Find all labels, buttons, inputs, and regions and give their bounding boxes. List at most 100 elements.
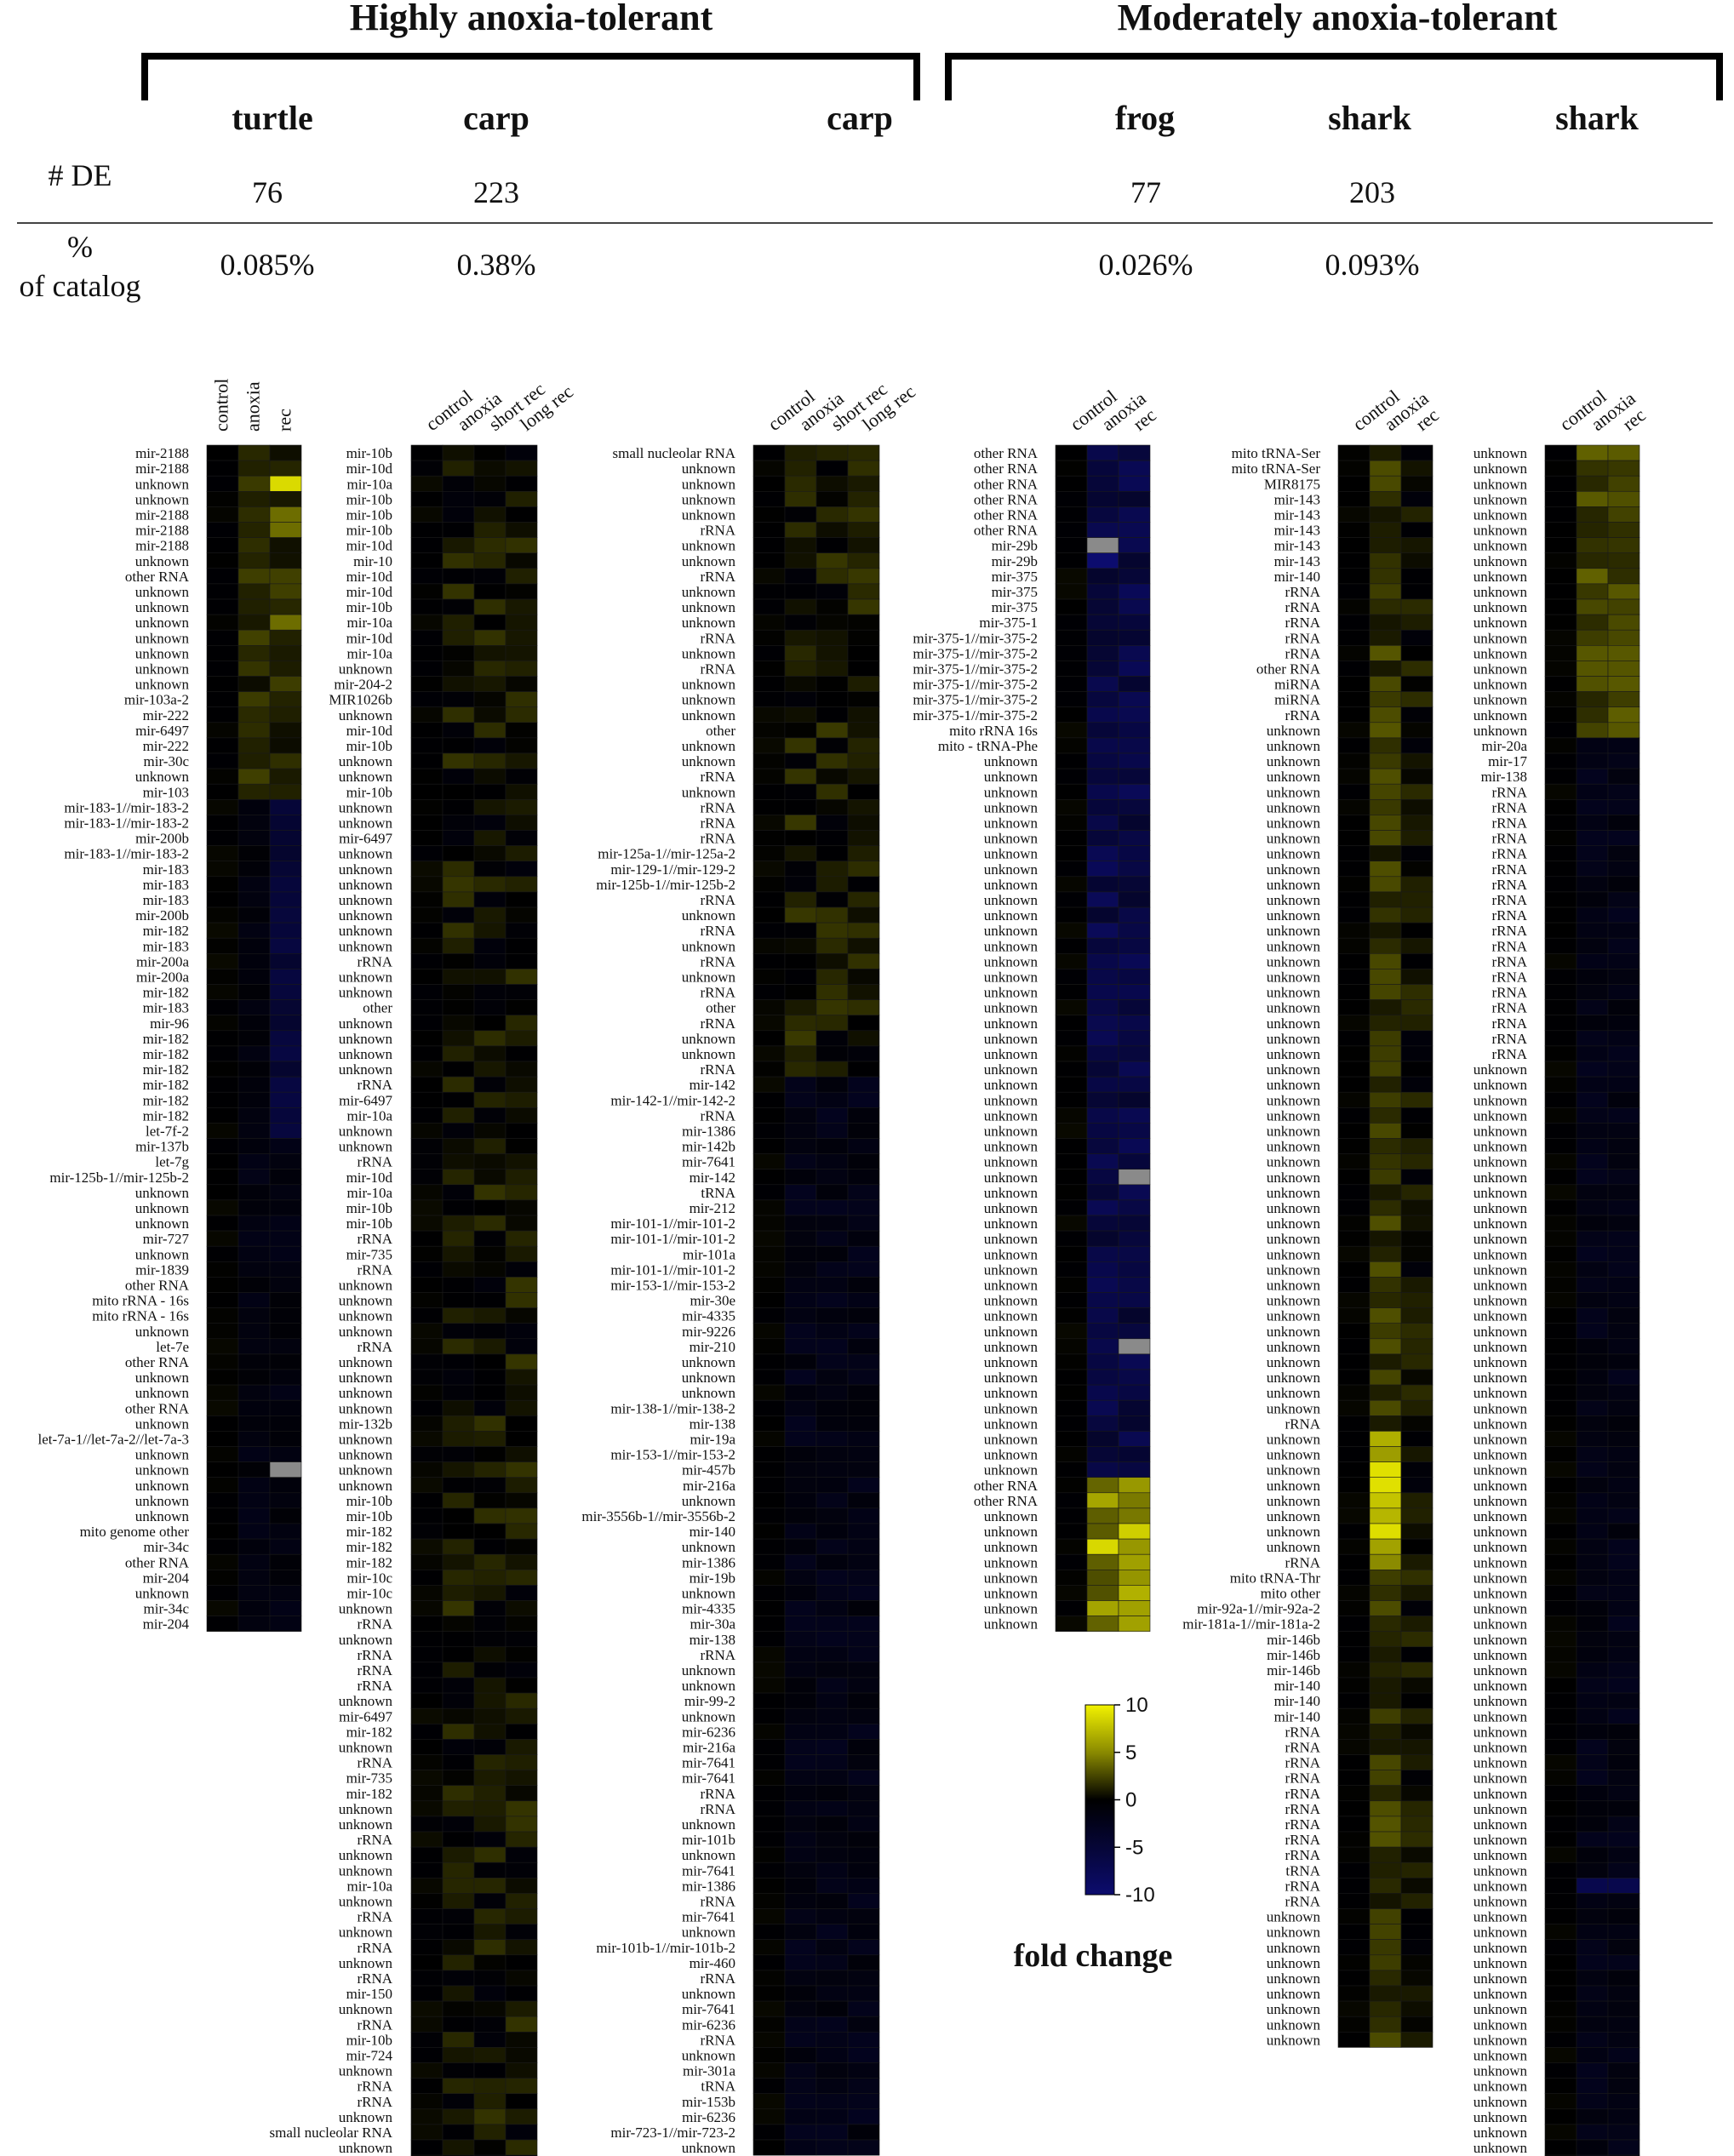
heatmap-cell <box>1400 1492 1434 1509</box>
heatmap-cell <box>473 2078 506 2095</box>
heatmap-cell <box>206 1523 239 1540</box>
heatmap-cell <box>1607 1878 1640 1894</box>
heatmap-cell <box>815 922 849 939</box>
heatmap-cell <box>847 1353 880 1370</box>
heatmap-cell <box>815 1307 849 1324</box>
heatmap-cell <box>505 798 538 815</box>
row-label: mir-6497 <box>135 723 189 739</box>
row-label: unknown <box>984 815 1039 832</box>
heatmap-cell <box>1400 460 1434 477</box>
heatmap-cell <box>815 1770 849 1787</box>
heatmap-cell <box>206 953 239 969</box>
heatmap-cell <box>206 969 239 985</box>
row-label: unknown <box>1474 2032 1528 2048</box>
heatmap-cell <box>1544 676 1577 692</box>
heatmap-cell <box>1369 1169 1402 1186</box>
row-label: unknown <box>1267 1215 1321 1232</box>
heatmap-cell <box>1086 1138 1119 1154</box>
heatmap-cell <box>1400 1369 1434 1386</box>
row-label: mir-140 <box>1274 1678 1320 1694</box>
row-label: rRNA <box>700 799 735 815</box>
row-label: mir-182 <box>143 1046 189 1062</box>
heatmap-cell <box>847 1045 880 1062</box>
heatmap-cell <box>269 537 302 553</box>
heatmap-cell <box>410 999 444 1015</box>
row-label: mir-182 <box>143 985 189 1001</box>
heatmap-cell <box>847 1461 880 1478</box>
heatmap-cell <box>1055 1507 1088 1524</box>
heatmap-cell <box>505 815 538 831</box>
heatmap-cell <box>753 845 786 861</box>
heatmap-cell <box>815 614 849 631</box>
row-label: unknown <box>339 1139 393 1155</box>
heatmap-cell <box>784 1015 817 1032</box>
heatmap-cell <box>1086 722 1119 739</box>
row-label: unknown <box>682 969 736 986</box>
heatmap-cell <box>1607 475 1640 492</box>
heatmap-cell <box>505 830 538 846</box>
heatmap-cell <box>1337 1307 1371 1324</box>
heatmap-cell <box>206 984 239 1000</box>
heatmap-cell <box>206 1353 239 1370</box>
heatmap-cell <box>1576 1261 1609 1278</box>
heatmap-cell <box>1118 1461 1151 1478</box>
heatmap-cell <box>269 845 302 861</box>
row-label: unknown <box>1267 784 1321 800</box>
heatmap-cell <box>1337 1215 1371 1232</box>
heatmap-cell <box>1544 1878 1577 1894</box>
heatmap-cell <box>753 475 786 492</box>
heatmap-cell <box>1576 1924 1609 1941</box>
heatmap-cell <box>847 1661 880 1678</box>
heatmap-cell <box>206 1553 239 1570</box>
row-label: unknown <box>339 1061 393 1078</box>
heatmap-cell <box>237 444 271 461</box>
heatmap-cell <box>1576 1538 1609 1555</box>
row-label: unknown <box>339 985 393 1001</box>
heatmap-cell <box>753 661 786 677</box>
row-label: mir-183-1//mir-183-2 <box>64 799 189 815</box>
heatmap-cell <box>1055 845 1088 861</box>
heatmap-cell <box>1400 1646 1434 1663</box>
heatmap-cell <box>1544 752 1577 769</box>
heatmap-cell <box>1400 1861 1434 1879</box>
row-label: unknown <box>135 1370 190 1386</box>
heatmap-cell <box>1055 1338 1088 1355</box>
heatmap-cell <box>473 1138 506 1154</box>
heatmap-cell <box>1607 1770 1640 1787</box>
heatmap-cell <box>1055 1538 1088 1555</box>
heatmap-cell <box>1400 1939 1434 1956</box>
heatmap-cell <box>1544 1893 1577 1909</box>
heatmap-cell <box>1544 922 1577 939</box>
heatmap-cell <box>815 2016 849 2033</box>
row-label: unknown <box>682 553 736 569</box>
heatmap-cell <box>1369 598 1402 615</box>
heatmap-cell <box>1400 845 1434 861</box>
heatmap-cell <box>505 1045 538 1062</box>
heatmap-cell <box>1400 1770 1434 1787</box>
heatmap-cell <box>410 1985 444 2002</box>
heatmap-cell <box>1369 1107 1402 1124</box>
row-label: unknown <box>984 1554 1039 1570</box>
row-label: mir-34c <box>144 1601 190 1617</box>
heatmap-cell <box>1607 1292 1640 1308</box>
heatmap-cell <box>815 999 849 1015</box>
heatmap-cell <box>269 1446 302 1462</box>
heatmap-cell <box>410 1030 444 1047</box>
heatmap-cell <box>505 1153 538 1170</box>
heatmap-cell <box>1118 1215 1151 1232</box>
row-label: rRNA <box>1285 1755 1320 1771</box>
heatmap-cell <box>1055 1616 1088 1632</box>
heatmap-cell <box>1055 676 1088 692</box>
row-label: unknown <box>1474 1124 1528 1140</box>
row-label: other RNA <box>974 445 1039 461</box>
heatmap-cell <box>442 1707 475 1724</box>
heatmap-cell <box>784 1091 817 1108</box>
heatmap-cell <box>1576 2062 1609 2079</box>
heatmap-cell <box>237 522 271 538</box>
heatmap-cell <box>1086 1431 1119 1447</box>
pct-value-frog: 0.026% <box>1099 248 1193 282</box>
row-label: unknown <box>1267 1092 1321 1108</box>
heatmap-cell <box>1544 1215 1577 1232</box>
heatmap-cell <box>1337 1323 1371 1340</box>
heatmap-cell <box>505 1384 538 1401</box>
